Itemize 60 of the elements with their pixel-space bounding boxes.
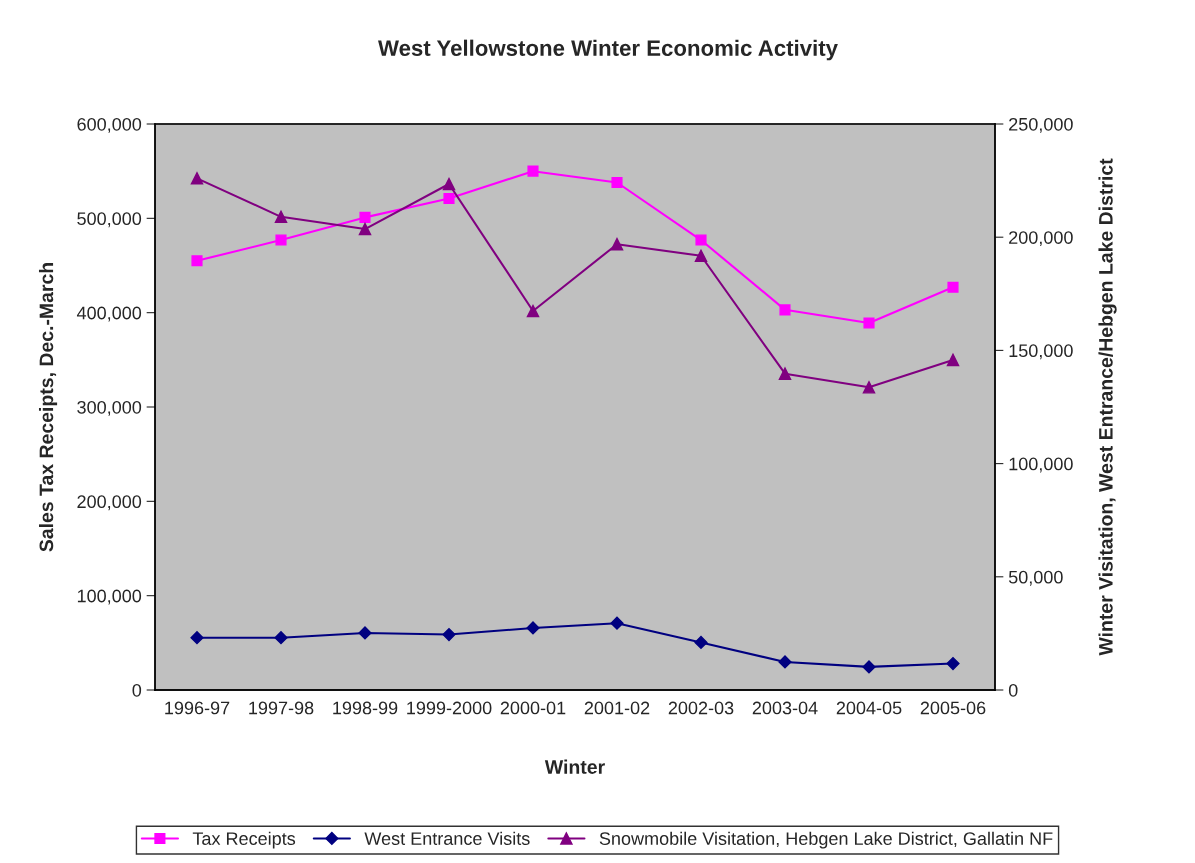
y-tick-label: 400,000 <box>76 306 142 322</box>
x-tick-label: 2004-05 <box>836 701 902 715</box>
legend-label: Tax Receipts <box>192 831 296 849</box>
y2-tick-label: 250,000 <box>1009 117 1073 133</box>
point <box>695 234 707 246</box>
y-axis-title: Sales Tax Receipts, Dec.-March <box>38 263 58 552</box>
x-tick-label: 2002-03 <box>668 701 734 715</box>
point <box>274 631 288 645</box>
y-tick-label: 300,000 <box>77 400 142 416</box>
x-tick-label: 2000-01 <box>500 701 566 715</box>
point <box>190 172 204 185</box>
legend-label: Snowmobile Visitation, Hebgen Lake District, Gallatin NF <box>599 831 1053 849</box>
point <box>862 381 876 394</box>
point <box>778 655 792 669</box>
y2-tick-label: 100,000 <box>1009 457 1073 473</box>
point <box>694 635 708 650</box>
point <box>275 234 287 246</box>
point <box>358 222 372 236</box>
x-tick-label: 1998-99 <box>333 701 398 715</box>
point <box>358 626 372 640</box>
point <box>359 211 371 223</box>
point <box>946 353 960 367</box>
point <box>694 249 708 263</box>
point <box>526 304 540 318</box>
point <box>527 165 539 177</box>
y-tick-label: 500,000 <box>77 212 142 228</box>
point <box>442 177 456 191</box>
point <box>274 210 288 224</box>
point <box>946 656 960 671</box>
y-tick-label: 0 <box>132 683 142 697</box>
chart-title: West Yellowstone Winter Economic Activity <box>378 39 838 61</box>
point <box>442 627 456 642</box>
point <box>779 304 791 316</box>
y2-tick-label: 50,000 <box>1008 570 1063 586</box>
point <box>526 621 540 635</box>
point <box>862 660 876 674</box>
y-tick-label: 200,000 <box>77 495 142 511</box>
point <box>610 616 624 630</box>
x-axis-title: Winter <box>544 759 605 774</box>
x-tick-label: 2005-06 <box>920 701 986 715</box>
legend-label: West Entrance Visits <box>364 831 530 845</box>
x-tick-label: 2001-02 <box>584 701 650 715</box>
x-tick-label: 1996-97 <box>165 701 230 715</box>
point <box>947 281 959 293</box>
point <box>863 317 875 329</box>
point <box>611 176 623 189</box>
point <box>778 367 792 380</box>
y2-tick-label: 150,000 <box>1009 344 1073 360</box>
y2-tick-label: 0 <box>1008 683 1018 697</box>
point <box>190 631 204 645</box>
x-tick-label: 1997-98 <box>249 701 314 715</box>
y-tick-label: 100,000 <box>77 589 142 605</box>
point <box>610 237 624 251</box>
point <box>443 192 455 205</box>
y-tick-label: 600,000 <box>77 117 142 133</box>
point <box>191 255 203 267</box>
y2-tick-label: 200,000 <box>1009 231 1073 247</box>
y2-axis-title: Winter Visitation, West Entrance/Hebgen Lake District <box>1098 158 1117 656</box>
x-tick-label: 1999-2000 <box>407 701 492 715</box>
x-tick-label: 2003-04 <box>752 701 818 715</box>
